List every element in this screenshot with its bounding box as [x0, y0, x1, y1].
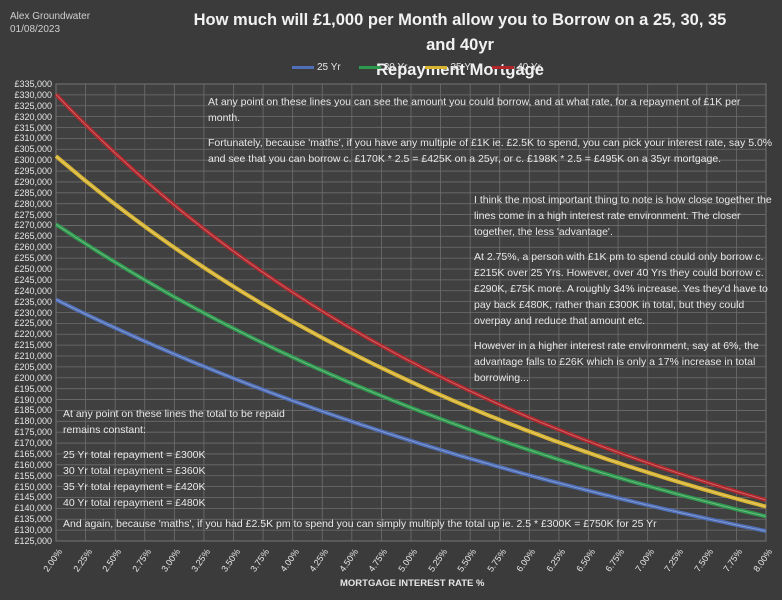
chart-title-line1: How much will £1,000 per Month allow you… [193, 11, 727, 54]
author-label: Alex Groundwater 01/08/2023 [10, 10, 90, 36]
annotation-left-row: 40 Yr total repayment = £480K [63, 497, 206, 509]
x-axis-title: MORTGAGE INTEREST RATE % [340, 578, 485, 589]
legend-swatch-icon [425, 66, 448, 69]
y-tick-label: £185,000 [14, 405, 52, 416]
y-tick-label: £230,000 [14, 307, 52, 318]
annotation-bottom-text: And again, because 'maths', if you had £… [63, 518, 657, 530]
series-line-40-yr [54, 93, 767, 502]
annotation-left: At any point on these lines the total to… [63, 406, 313, 511]
author-date: 01/08/2023 [10, 24, 61, 35]
y-tick-label: £305,000 [14, 144, 52, 155]
annotation-left-row: 30 Yr total repayment = £360K [63, 465, 206, 477]
author-name: Alex Groundwater [10, 11, 91, 22]
legend-item: 35 Yr [425, 62, 474, 73]
series-line-30-yr [54, 222, 767, 519]
y-tick-label: £240,000 [14, 285, 52, 296]
y-tick-label: £220,000 [14, 329, 52, 340]
y-tick-label: £285,000 [14, 187, 52, 198]
chart-title: How much will £1,000 per Month allow you… [180, 8, 740, 83]
y-tick-label: £335,000 [14, 79, 52, 89]
legend-item: 30 Yr [358, 62, 408, 73]
annotation-right-p1: I think the most important thing to note… [474, 194, 772, 238]
annotation-left-row: 25 Yr total repayment = £300K [63, 449, 206, 461]
annotation-left-row: 35 Yr total repayment = £420K [63, 481, 206, 493]
legend-label: 30 Yr [383, 62, 408, 73]
legend-swatch-icon [492, 66, 515, 69]
y-tick-label: £155,000 [14, 470, 52, 481]
y-tick-label: £290,000 [14, 176, 52, 187]
legend-item: 40 Yr [492, 62, 541, 73]
y-tick-label: £150,000 [14, 481, 52, 492]
chart-title-line2: Repayment Mortgage [376, 61, 544, 79]
legend-label: 40 Yr [517, 62, 541, 73]
y-tick-label: £280,000 [14, 198, 52, 209]
y-tick-label: £140,000 [14, 503, 52, 514]
annotation-top-p2: Fortunately, because 'maths', if you hav… [208, 137, 773, 165]
y-tick-label: £235,000 [14, 296, 52, 307]
y-tick-label: £215,000 [14, 340, 52, 351]
annotation-right-p3: However in a higher interest rate enviro… [474, 340, 759, 384]
y-tick-label: £325,000 [14, 100, 52, 111]
annotation-top: At any point on these lines you can see … [208, 94, 773, 176]
chart-legend: 25 Yr 30 Yr 35 Yr 40 Yr [292, 62, 541, 73]
y-tick-label: £320,000 [14, 111, 52, 122]
y-tick-label: £225,000 [14, 318, 52, 329]
legend-label: 25 Yr [317, 62, 341, 73]
y-tick-label: £125,000 [14, 536, 52, 546]
y-tick-label: £275,000 [14, 209, 52, 220]
y-tick-label: £265,000 [14, 231, 52, 242]
annotation-bottom: And again, because 'maths', if you had £… [63, 516, 763, 532]
y-tick-label: £245,000 [14, 274, 52, 285]
y-tick-label: £130,000 [14, 525, 52, 536]
y-tick-label: £315,000 [14, 122, 52, 133]
y-tick-label: £170,000 [14, 438, 52, 449]
y-tick-label: £310,000 [14, 133, 52, 144]
y-tick-label: £200,000 [14, 372, 52, 383]
y-tick-label: £145,000 [14, 492, 52, 503]
y-tick-label: £250,000 [14, 263, 52, 274]
annotation-right: I think the most important thing to note… [474, 192, 774, 395]
y-tick-label: £295,000 [14, 166, 52, 177]
y-tick-label: £255,000 [14, 253, 52, 264]
legend-swatch-icon [292, 66, 314, 69]
annotation-top-p1: At any point on these lines you can see … [208, 96, 741, 124]
legend-label: 35 Yr [450, 62, 475, 73]
y-tick-label: £135,000 [14, 514, 52, 525]
legend-swatch-icon [358, 66, 381, 69]
legend-item: 25 Yr [292, 62, 341, 73]
series-line-35-yr [54, 154, 767, 509]
annotation-right-p2: At 2.75%, a person with £1K pm to spend … [474, 251, 768, 327]
series-line-25-yr [55, 297, 767, 534]
y-tick-label: £270,000 [14, 220, 52, 231]
annotation-left-p1: At any point on these lines the total to… [63, 408, 285, 436]
y-tick-label: £260,000 [14, 242, 52, 253]
y-tick-label: £205,000 [14, 361, 52, 372]
y-tick-label: £190,000 [14, 394, 52, 405]
y-tick-label: £175,000 [14, 427, 52, 438]
y-tick-label: £165,000 [14, 448, 52, 459]
y-tick-label: £160,000 [14, 459, 52, 470]
y-tick-label: £330,000 [14, 89, 52, 100]
y-tick-label: £180,000 [14, 416, 52, 427]
y-tick-label: £210,000 [14, 351, 52, 362]
y-tick-label: £195,000 [14, 383, 52, 394]
y-tick-label: £300,000 [14, 155, 52, 166]
